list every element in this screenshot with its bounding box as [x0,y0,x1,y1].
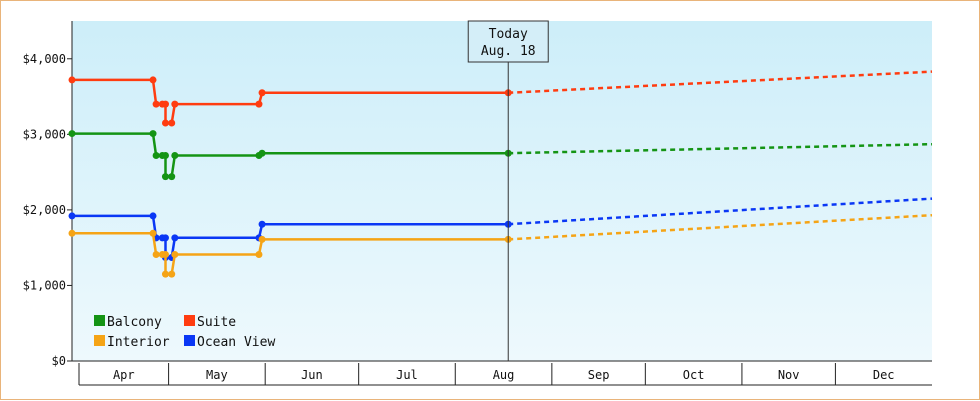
data-point-balcony [258,149,266,157]
data-point-suite [152,100,160,108]
plot-area [72,21,932,361]
data-point-suite [161,119,169,127]
data-point-interior [161,270,169,278]
y-tick-label: $4,000 [23,52,66,66]
y-tick-label: $2,000 [23,203,66,217]
x-tick-label: Oct [683,368,705,382]
data-point-balcony [161,173,169,181]
series-forecast-balcony [508,142,933,155]
today-date: Aug. 18 [481,44,536,59]
series-forecast-suite [508,70,933,95]
data-point-interior [161,250,169,258]
today-marker: Today Aug. 18 [467,20,549,361]
data-point-ocean-view [149,212,157,220]
data-point-balcony [161,151,169,159]
x-tick-label: Dec [873,368,895,382]
series-forecast-interior [508,213,933,241]
data-point-balcony [171,151,179,159]
legend-label: Suite [197,315,236,330]
data-point-suite [255,100,263,108]
today-label-box [467,20,549,63]
data-point-interior [171,250,179,258]
legend-label: Balcony [107,315,162,330]
legend-label: Interior [107,335,170,350]
data-point-interior [168,270,176,278]
data-point-suite [258,89,266,97]
legend-swatch [184,315,195,326]
x-tick-label: Aug [493,368,515,382]
data-point-ocean-view [161,234,169,242]
y-tick-label: $1,000 [23,278,66,292]
x-tick-label: Jul [396,368,418,382]
data-point-balcony [168,173,176,181]
data-point-suite [168,119,176,127]
data-point-suite [68,76,76,84]
data-point-interior [149,229,157,237]
axes: $0 $1,000 $2,000 $3,000 $4,000 Apr May Jun Jul Au… [23,21,932,386]
data-point-balcony [68,130,76,138]
x-tick-label: Jun [301,368,323,382]
data-point-ocean-view [258,220,266,228]
data-point-interior [258,235,266,243]
x-tick-label: Sep [588,368,610,382]
data-point-suite [171,100,179,108]
data-point-suite [149,76,157,84]
data-point-balcony [149,130,157,138]
legend-label: Ocean View [197,335,275,350]
legend-swatch [94,335,105,346]
today-label: Today [489,27,528,42]
y-tick-label: $0 [52,354,66,368]
series-forecast-ocean-view [508,197,933,226]
data-point-interior [68,229,76,237]
x-tick-label: Nov [778,368,800,382]
data-point-balcony [152,151,160,159]
data-point-interior [255,250,263,258]
legend-swatch [94,315,105,326]
data-point-ocean-view [68,212,76,220]
series-layer [68,70,933,278]
legend-swatch [184,335,195,346]
data-point-ocean-view [171,234,179,242]
data-point-suite [161,100,169,108]
legend: Balcony Suite Interior Ocean View [94,315,275,350]
x-tick-label: May [206,368,228,382]
y-tick-label: $3,000 [23,127,66,141]
data-point-interior [152,250,160,258]
x-tick-label: Apr [113,368,135,382]
